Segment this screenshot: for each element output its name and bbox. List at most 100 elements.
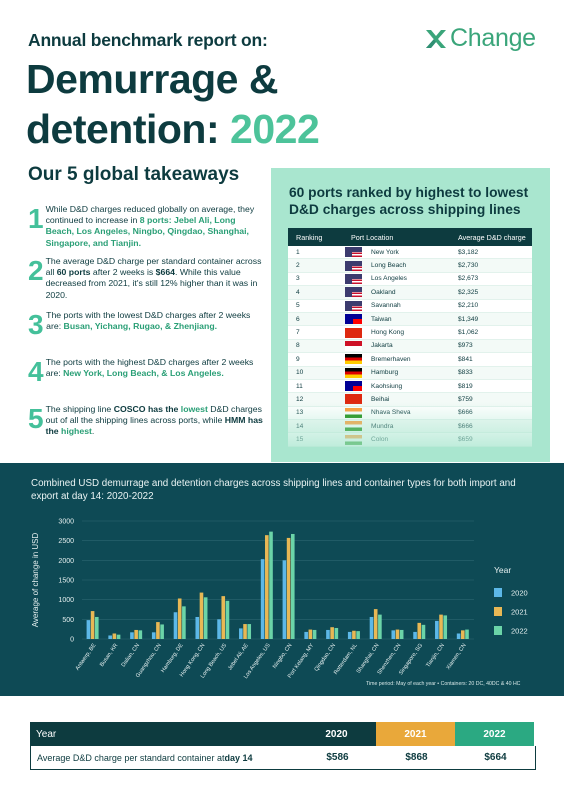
highlight: 8 ports: <box>139 215 172 226</box>
bar-2022 <box>378 614 382 639</box>
ranking-table-header: Ranking Port Location Average D&D charge <box>288 228 532 246</box>
bar-2022 <box>203 597 208 639</box>
bar-2020 <box>173 612 178 639</box>
table-row: 3 Los Angeles $2,673 <box>288 272 532 287</box>
bar-2022 <box>421 624 426 639</box>
us-flag-icon <box>345 300 362 311</box>
bar-2020 <box>391 630 396 639</box>
takeaway-text: The ports with the highest D&D charges a… <box>44 357 264 387</box>
x-tick-label: Antwerp, BE <box>75 642 98 671</box>
us-flag-icon <box>345 247 362 258</box>
logo-text: Change <box>450 24 536 52</box>
port-cell: Los Angeles <box>343 273 452 284</box>
x-tick-label: Xiamen, CN <box>446 643 468 671</box>
port-name: Savannah <box>371 302 401 310</box>
takeaway-text: The ports with the lowest D&D charges af… <box>44 310 264 340</box>
label-bold: day 14 <box>224 752 253 763</box>
highlight: COSCO has the <box>113 404 179 414</box>
port-cell: Jakarta <box>343 340 452 351</box>
bar-2020 <box>86 620 91 639</box>
legend-swatch-2020 <box>494 588 502 597</box>
bar-2022 <box>290 533 295 639</box>
charge-cell: $833 <box>458 369 473 377</box>
bar-2022 <box>138 630 143 639</box>
highlight: $664 <box>155 267 175 278</box>
text-part: The shipping line <box>45 404 114 414</box>
bar-2021 <box>417 622 422 639</box>
summary-header-2020: 2020 <box>297 722 376 746</box>
port-cell: Hong Kong <box>343 327 452 338</box>
x-tick-label: Tianjin, CN <box>425 643 446 669</box>
highlight: lowest <box>180 404 208 414</box>
takeaway-number: 5 <box>28 403 44 434</box>
bar-2022 <box>399 629 404 639</box>
y-tick-label: 2000 <box>58 558 74 565</box>
port-name: Hong Kong <box>371 329 404 337</box>
takeaway-text: The average D&D charge per standard cont… <box>44 256 264 301</box>
ranking-title: 60 ports ranked by highest to lowest D&D… <box>289 185 529 217</box>
charge-cell: $2,210 <box>458 302 479 310</box>
table-row: 5 Savannah $2,210 <box>288 299 532 313</box>
charge-cell: $1,349 <box>458 315 479 323</box>
x-tick-label: Hamburg, DE <box>160 642 185 673</box>
bar-2020 <box>195 616 200 639</box>
charge-cell: $973 <box>458 342 473 350</box>
hk-flag-icon <box>345 327 362 338</box>
takeaway-number: 4 <box>28 356 44 387</box>
takeaway-text: The shipping line COSCO has the lowest D… <box>44 404 264 438</box>
rank-cell: 7 <box>296 329 300 337</box>
port-name: Hamburg <box>371 369 399 377</box>
rank-cell: 12 <box>296 395 304 403</box>
port-name: Kaohsiung <box>371 382 403 390</box>
charge-cell: $2,730 <box>458 262 479 270</box>
rank-cell: 2 <box>296 262 300 270</box>
bar-2020 <box>413 631 417 639</box>
id-flag-icon <box>345 340 362 351</box>
table-row: 1 New York $3,182 <box>288 246 532 260</box>
bar-2020 <box>304 631 308 639</box>
text-part: The ports with the lowest D&D charges af… <box>46 310 251 332</box>
bar-2020 <box>347 631 352 639</box>
highlight: Jebel Ali, Long Beach, Los Angeles, Ning… <box>45 215 249 248</box>
bar-2021 <box>112 633 117 639</box>
table-row: 4 Oakland $2,325 <box>288 286 532 300</box>
port-cell: Savannah <box>343 300 452 311</box>
bar-2021 <box>134 629 138 639</box>
charge-cell: $2,325 <box>458 288 479 296</box>
takeaway-2: 2 The average D&D charge per standard co… <box>28 256 264 301</box>
label-text: Average D&D charge per standard containe… <box>37 752 225 763</box>
bar-2020 <box>326 629 330 639</box>
charge-cell: $841 <box>458 355 473 363</box>
rank-cell: 8 <box>296 342 300 350</box>
y-tick-label: 500 <box>62 617 74 624</box>
port-name: Jakarta <box>371 342 393 350</box>
table-row: 9 Bremerhaven $841 <box>288 353 532 367</box>
x-tick-label: Busan, KR <box>99 643 119 668</box>
bar-2021 <box>199 592 204 639</box>
x-logo-icon <box>426 29 446 48</box>
text-part: after 2 weeks is <box>90 267 156 278</box>
port-cell: Kaohsiung <box>343 381 452 392</box>
bar-2021 <box>330 627 334 639</box>
highlight: New York, Long Beach, & Los Angeles. <box>63 368 224 379</box>
table-row: 8 Jakarta $973 <box>288 339 532 354</box>
legend-swatch-2022 <box>494 626 502 635</box>
rank-cell: 4 <box>296 288 300 296</box>
rank-cell: 3 <box>296 275 300 283</box>
table-row: 7 Hong Kong $1,062 <box>288 326 532 340</box>
report-subtitle: Annual benchmark report on: <box>28 30 268 50</box>
bar-2022 <box>247 624 252 639</box>
port-name: New York <box>371 248 399 256</box>
takeaway-5: 5 The shipping line COSCO has the lowest… <box>28 404 264 438</box>
highlight: highest <box>61 426 92 437</box>
title-line-1: Demurrage & <box>26 56 278 102</box>
bar-2021 <box>308 629 313 639</box>
summary-table: Year 2020 2021 2022 Average D&D charge p… <box>30 722 536 770</box>
bar-2020 <box>282 560 287 639</box>
bar-2021 <box>221 596 226 639</box>
takeaway-number: 2 <box>28 255 44 286</box>
takeaway-4: 4 The ports with the highest D&D charges… <box>28 357 264 387</box>
tw-flag-icon <box>345 381 362 392</box>
takeaway-number: 1 <box>28 203 44 234</box>
x-tick-label: Dalian, CN <box>121 643 141 669</box>
